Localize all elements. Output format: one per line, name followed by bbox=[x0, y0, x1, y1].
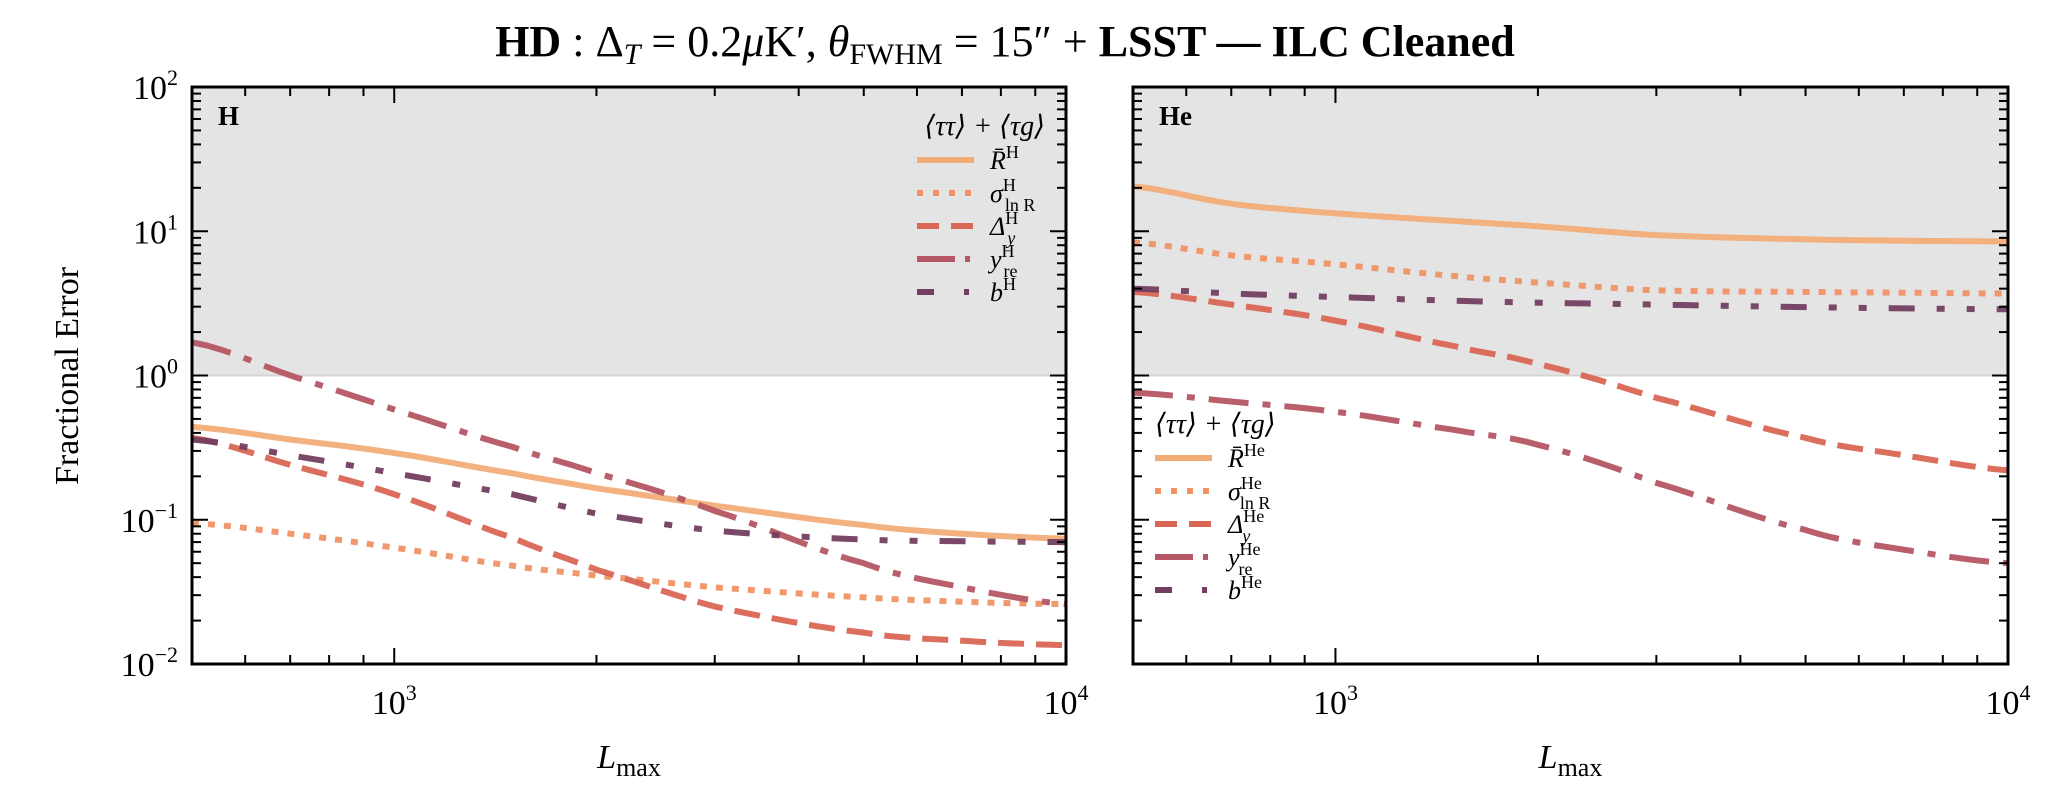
panel-label: He bbox=[1159, 101, 1192, 131]
x-tick-label: 103 bbox=[1313, 680, 1358, 722]
y-tick-label: 10−2 bbox=[121, 642, 178, 684]
legend-label: ΔH y bbox=[989, 208, 1018, 248]
panel-label: H bbox=[218, 101, 239, 131]
x-tick-label: 104 bbox=[1986, 680, 2031, 722]
legend-label: yH re bbox=[987, 241, 1018, 281]
series-line-dashed bbox=[192, 434, 1066, 649]
series-line-dashdotdot bbox=[192, 436, 1066, 546]
x-axis-label: Lmax bbox=[596, 739, 661, 782]
shaded-region bbox=[192, 87, 1066, 376]
series-line-dashed bbox=[1133, 288, 2008, 474]
y-axis-label: Fractional Error bbox=[49, 266, 86, 485]
panel-h: 103 104 102 101 100 10−1 10−2 Lmax H ⟨ττ⟩ + ⟨τg⟩R… bbox=[121, 65, 1089, 782]
series-line-dashdotdot bbox=[1133, 285, 2008, 313]
x-tick-label: 103 bbox=[372, 680, 417, 722]
legend-label: σH ln R bbox=[990, 175, 1035, 215]
x-tick-label: 104 bbox=[1044, 680, 1089, 722]
y-tick-label: 100 bbox=[133, 354, 178, 396]
series-line-solid bbox=[192, 423, 1066, 542]
y-tick-label: 101 bbox=[133, 209, 178, 251]
legend-title: ⟨ττ⟩ + ⟨τg⟩ bbox=[924, 111, 1045, 142]
y-tick-label: 10−1 bbox=[121, 498, 178, 540]
legend-label: σHe ln R bbox=[1228, 473, 1270, 513]
series-line-dotted bbox=[1133, 239, 2008, 297]
legend-label: ΔHe y bbox=[1227, 506, 1264, 546]
series-group bbox=[192, 339, 1066, 649]
x-axis-label: Lmax bbox=[1538, 739, 1603, 782]
legend-title: ⟨ττ⟩ + ⟨τg⟩ bbox=[1155, 409, 1276, 440]
series-group bbox=[1133, 183, 2008, 567]
legend-label: yHe re bbox=[1225, 539, 1261, 579]
y-tick-label: 102 bbox=[133, 65, 178, 107]
legend-label: bHe bbox=[1228, 572, 1262, 605]
series-line-dotted bbox=[192, 520, 1066, 608]
legend-label: bH bbox=[990, 274, 1016, 307]
legend-label: R̄H bbox=[989, 142, 1019, 175]
series-line-dashdot bbox=[192, 339, 1066, 608]
figure-title: HD : ΔT = 0.2μK′, θFWHM = 15″ + LSST — I… bbox=[495, 17, 1515, 71]
legend-label: R̄He bbox=[1227, 440, 1265, 473]
series-line-solid bbox=[1133, 183, 2008, 245]
